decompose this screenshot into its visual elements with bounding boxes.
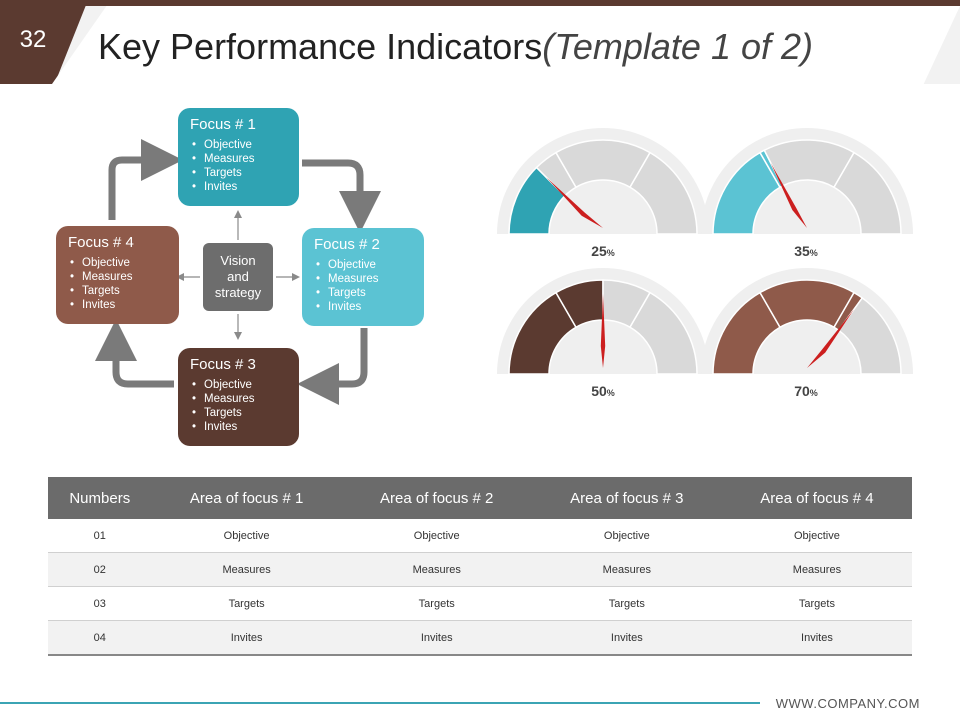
list-item: Measures: [316, 272, 412, 286]
list-item: Targets: [192, 406, 287, 420]
arrow-to-focus3: [297, 328, 368, 405]
table-cell: Objective: [341, 519, 532, 553]
list-item: Invites: [70, 298, 167, 312]
gauge-needle: [600, 294, 606, 368]
gauge-segment-empty: [628, 291, 698, 375]
gauge-segment-empty: [628, 151, 698, 235]
focus1-list: Objective Measures Targets Invites: [190, 138, 287, 194]
arrow-to-focus4: [95, 319, 174, 388]
list-item: Invites: [316, 300, 412, 314]
focus2-box: Focus # 2 Objective Measures Targets Inv…: [302, 228, 424, 326]
table-row: 01 Objective Objective Objective Objecti…: [48, 519, 912, 553]
top-accent-bar: [0, 0, 960, 6]
table-cell: Targets: [721, 586, 912, 621]
table-row: 03 Targets Targets Targets Targets: [48, 586, 912, 621]
table-cell: Targets: [531, 586, 722, 621]
arrow-to-focus1: [108, 139, 183, 220]
table-cell: Targets: [341, 586, 532, 621]
column-header: Numbers: [48, 477, 152, 519]
gauge-hub: [755, 322, 859, 374]
gauge-segment-empty: [832, 151, 902, 235]
focus2-list: Objective Measures Targets Invites: [314, 258, 412, 314]
list-item: Objective: [316, 258, 412, 272]
gauge1-value: 25: [591, 243, 607, 259]
gauge4-label: 70%: [781, 383, 831, 399]
list-item: Objective: [192, 138, 287, 152]
table-cell: Objective: [721, 519, 912, 553]
table-cell: Measures: [341, 552, 532, 587]
column-header: Area of focus # 2: [341, 477, 532, 519]
gauge-hub: [755, 182, 859, 234]
gauge3-unit: %: [606, 388, 615, 398]
gauge4-value: 70: [794, 383, 810, 399]
slide-number: 32: [19, 26, 47, 53]
table-cell: Targets: [151, 586, 342, 621]
arrow-to-focus2: [302, 159, 381, 233]
gauge-needle: [770, 162, 807, 228]
table-cell: 02: [48, 552, 152, 587]
column-header: Area of focus # 3: [531, 477, 722, 519]
focus3-box: Focus # 3 Objective Measures Targets Inv…: [178, 348, 299, 446]
list-item: Objective: [70, 256, 167, 270]
table-cell: Invites: [151, 620, 342, 656]
gauge-segment-empty: [837, 296, 902, 375]
column-header: Area of focus # 1: [151, 477, 342, 519]
vision-strategy-box: Vision and strategy: [203, 243, 273, 311]
page-title: Key Performance Indicators(Template 1 of…: [98, 26, 813, 68]
list-item: Invites: [192, 180, 287, 194]
footer-website: WWW.COMPANY.COM: [775, 696, 920, 711]
column-header: Area of focus # 4: [721, 477, 912, 519]
table-cell: 01: [48, 519, 152, 553]
gauge-hub: [551, 182, 655, 234]
title-suffix: (Template 1 of 2): [542, 26, 814, 67]
table-header-row: Numbers Area of focus # 1 Area of focus …: [48, 477, 912, 519]
table-cell: 04: [48, 620, 152, 656]
title-main: Key Performance Indicators: [98, 26, 543, 67]
list-item: Targets: [316, 286, 412, 300]
table-cell: Measures: [151, 552, 342, 587]
table-cell: Measures: [721, 552, 912, 587]
gauge2-unit: %: [809, 248, 818, 258]
focus4-title: Focus # 4: [68, 234, 134, 251]
table-cell: Invites: [531, 620, 722, 656]
table-cell: Objective: [151, 519, 342, 553]
gauge4-unit: %: [809, 388, 818, 398]
title-band: [52, 6, 960, 84]
table-cell: Objective: [531, 519, 722, 553]
gauge1-label: 25%: [578, 243, 628, 259]
list-item: Measures: [192, 392, 287, 406]
focus2-title: Focus # 2: [314, 236, 380, 253]
list-item: Measures: [70, 270, 167, 284]
focus4-box: Focus # 4 Objective Measures Targets Inv…: [56, 226, 179, 324]
footer-line: [0, 702, 760, 704]
list-item: Targets: [192, 166, 287, 180]
focus1-title: Focus # 1: [190, 116, 256, 133]
gauge2-value: 35: [794, 243, 810, 259]
focus4-list: Objective Measures Targets Invites: [68, 256, 167, 312]
list-item: Objective: [192, 378, 287, 392]
table-row: 02 Measures Measures Measures Measures: [48, 552, 912, 587]
table-row: 04 Invites Invites Invites Invites: [48, 620, 912, 656]
table-cell: Measures: [531, 552, 722, 587]
focus3-list: Objective Measures Targets Invites: [190, 378, 287, 434]
gauge2-label: 35%: [781, 243, 831, 259]
table-cell: Invites: [341, 620, 532, 656]
list-item: Measures: [192, 152, 287, 166]
focus1-box: Focus # 1 Objective Measures Targets Inv…: [178, 108, 299, 206]
gauge3-value: 50: [591, 383, 607, 399]
kpi-table: Numbers Area of focus # 1 Area of focus …: [48, 477, 912, 656]
focus3-title: Focus # 3: [190, 356, 256, 373]
table-cell: Invites: [721, 620, 912, 656]
table-cell: 03: [48, 586, 152, 621]
vision-strategy-label: Vision and strategy: [214, 253, 262, 300]
gauge1-unit: %: [606, 248, 615, 258]
gauge3-label: 50%: [578, 383, 628, 399]
list-item: Targets: [70, 284, 167, 298]
list-item: Invites: [192, 420, 287, 434]
